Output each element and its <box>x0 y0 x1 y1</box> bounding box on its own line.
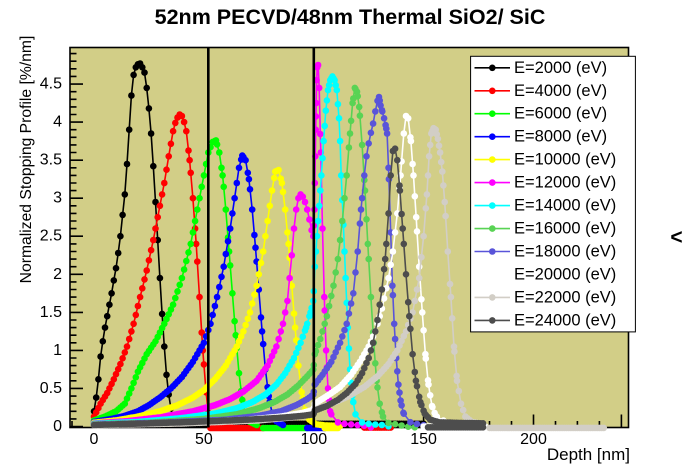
svg-text:E=24000 (eV): E=24000 (eV) <box>514 311 616 329</box>
svg-text:E=12000 (eV): E=12000 (eV) <box>514 174 616 192</box>
svg-text:1.5: 1.5 <box>40 304 62 321</box>
svg-text:3: 3 <box>53 190 62 207</box>
svg-text:E=20000 (eV): E=20000 (eV) <box>514 266 616 284</box>
svg-text:E=10000 (eV): E=10000 (eV) <box>514 151 616 169</box>
svg-text:4.5: 4.5 <box>40 76 62 93</box>
svg-text:3.5: 3.5 <box>40 152 62 169</box>
svg-text:1: 1 <box>53 342 62 359</box>
svg-text:2.5: 2.5 <box>40 228 62 245</box>
svg-text:0.5: 0.5 <box>40 380 62 397</box>
svg-text:E=18000 (eV): E=18000 (eV) <box>514 243 616 261</box>
svg-text:E=14000 (eV): E=14000 (eV) <box>514 197 616 215</box>
svg-text:200: 200 <box>520 431 547 448</box>
svg-text:0: 0 <box>53 418 62 435</box>
svg-text:Normalized Stopping Profile [%: Normalized Stopping Profile [%/nm] <box>18 36 35 284</box>
svg-text:E=8000 (eV): E=8000 (eV) <box>514 128 607 146</box>
svg-text:150: 150 <box>410 431 437 448</box>
svg-text:E=22000 (eV): E=22000 (eV) <box>514 288 616 306</box>
svg-text:0: 0 <box>90 431 99 448</box>
svg-text:Depth [nm]: Depth [nm] <box>547 445 630 464</box>
svg-text:<: < <box>670 226 682 249</box>
svg-text:E=4000 (eV): E=4000 (eV) <box>514 82 607 100</box>
svg-text:100: 100 <box>300 431 327 448</box>
svg-text:E=2000 (eV): E=2000 (eV) <box>514 59 607 77</box>
svg-text:50: 50 <box>195 431 213 448</box>
svg-text:4: 4 <box>53 114 62 131</box>
svg-text:E=6000 (eV): E=6000 (eV) <box>514 105 607 123</box>
svg-text:52nm PECVD/48nm Thermal SiO2/: 52nm PECVD/48nm Thermal SiO2/ SiC <box>155 5 546 29</box>
svg-text:E=16000 (eV): E=16000 (eV) <box>514 220 616 238</box>
svg-text:2: 2 <box>53 266 62 283</box>
